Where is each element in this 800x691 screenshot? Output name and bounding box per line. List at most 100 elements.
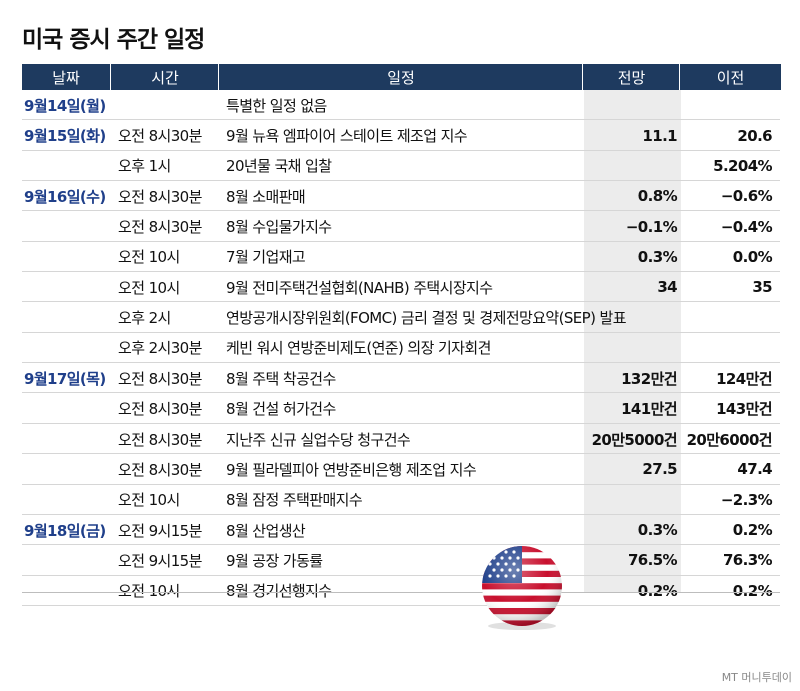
date-cell <box>22 211 110 241</box>
event-cell: 8월 경기선행지수 <box>226 582 332 601</box>
table-row: 오전 8시30분 9월 필라델피아 연방준비은행 제조업 지수 27.5 47.4 <box>22 454 780 485</box>
forecast-cell <box>584 151 677 181</box>
table-row: 9월16일(수) 오전 8시30분 8월 소매판매 0.8% −0.6% <box>22 181 780 212</box>
event-cell: 연방공개시장위원회(FOMC) 금리 결정 및 경제전망요약(SEP) 발표 <box>226 309 627 328</box>
time-cell: 오전 9시15분 <box>118 551 202 570</box>
time-cell: 오후 1시 <box>118 157 171 176</box>
table-row: 9월18일(금) 오전 9시15분 8월 산업생산 0.3% 0.2% <box>22 515 780 546</box>
table-bottom-line <box>22 592 780 593</box>
date-cell <box>22 454 110 484</box>
time-cell: 오후 2시30분 <box>118 339 202 358</box>
table-row: 오전 8시30분 8월 수입물가지수 −0.1% −0.4% <box>22 211 780 242</box>
event-cell: 특별한 일정 없음 <box>226 96 327 115</box>
table-row: 오전 10시 7월 기업재고 0.3% 0.0% <box>22 242 780 273</box>
forecast-cell: 141만건 <box>621 400 678 419</box>
date-cell <box>22 485 110 515</box>
header-previous: 이전 <box>679 64 781 90</box>
date-cell <box>22 394 110 424</box>
previous-cell: 0.2% <box>732 521 773 540</box>
previous-cell: 35 <box>752 278 772 297</box>
time-cell: 오전 10시 <box>118 491 180 510</box>
date-cell <box>22 545 110 575</box>
event-cell: 9월 뉴욕 엠파이어 스테이트 제조업 지수 <box>226 127 468 146</box>
forecast-cell: 0.3% <box>637 247 678 266</box>
watermark: MT 머니투데이 <box>721 671 792 684</box>
forecast-cell: 0.8% <box>637 187 678 206</box>
previous-cell: 0.0% <box>732 247 773 266</box>
event-cell: 20년물 국채 입찰 <box>226 157 332 176</box>
date-cell <box>22 576 110 606</box>
date-cell <box>22 302 110 332</box>
previous-cell <box>679 333 772 363</box>
forecast-cell <box>584 333 677 363</box>
date-cell <box>22 424 110 454</box>
forecast-cell: 11.1 <box>642 126 677 145</box>
previous-cell: 124만건 <box>716 369 773 388</box>
date-cell: 9월16일(수) <box>24 187 106 206</box>
event-cell: 8월 주택 착공건수 <box>226 369 336 388</box>
event-cell: 8월 건설 허가건수 <box>226 400 336 419</box>
time-cell: 오전 10시 <box>118 582 180 601</box>
forecast-cell: 20만5000건 <box>591 430 678 449</box>
table-row: 오전 8시30분 지난주 신규 실업수당 청구건수 20만5000건 20만6000건 <box>22 424 780 455</box>
time-cell: 오전 8시30분 <box>118 400 202 419</box>
table-row: 오전 10시 8월 잠정 주택판매지수 −2.3% <box>22 485 780 515</box>
event-cell: 9월 전미주택건설협회(NAHB) 주택시장지수 <box>226 278 493 297</box>
event-cell: 7월 기업재고 <box>226 248 306 267</box>
previous-cell: 5.204% <box>713 156 772 175</box>
header-time: 시간 <box>110 64 219 90</box>
event-cell: 지난주 신규 실업수당 청구건수 <box>226 430 411 449</box>
previous-cell: 143만건 <box>716 400 773 419</box>
date-cell <box>22 242 110 272</box>
event-cell: 케빈 워시 연방준비제도(연준) 의장 기자회견 <box>226 339 491 358</box>
time-cell: 오전 8시30분 <box>118 430 202 449</box>
previous-cell: 20만6000건 <box>686 430 773 449</box>
time-cell: 오전 10시 <box>118 248 180 267</box>
forecast-cell: 27.5 <box>642 460 677 479</box>
previous-cell: −2.3% <box>720 490 773 509</box>
event-cell: 8월 산업생산 <box>226 521 306 540</box>
page-title: 미국 증시 주간 일정 <box>22 27 205 53</box>
table-row: 오전 8시30분 8월 건설 허가건수 141만건 143만건 <box>22 394 780 424</box>
time-cell: 오전 8시30분 <box>118 369 202 388</box>
table-row: 9월15일(화) 오전 8시30분 9월 뉴욕 엠파이어 스테이트 제조업 지수 11… <box>22 120 780 151</box>
previous-cell: −0.4% <box>720 217 773 236</box>
table-row: 오전 10시 8월 경기선행지수 0.2% 0.2% <box>22 576 780 606</box>
date-cell: 9월18일(금) <box>24 521 106 540</box>
time-cell: 오후 2시 <box>118 309 171 328</box>
date-cell: 9월15일(화) <box>24 127 106 146</box>
forecast-cell: 76.5% <box>627 551 678 570</box>
previous-cell: 0.2% <box>732 581 773 600</box>
previous-cell: −0.6% <box>720 187 773 206</box>
date-cell <box>22 333 110 363</box>
previous-cell: 76.3% <box>722 551 773 570</box>
header-date: 날짜 <box>22 64 110 90</box>
time-cell: 오전 8시30분 <box>118 218 202 237</box>
forecast-cell: 0.2% <box>637 581 678 600</box>
previous-cell <box>679 302 772 332</box>
event-cell: 8월 소매판매 <box>226 187 306 206</box>
date-cell: 9월14일(월) <box>24 96 106 115</box>
us-flag-icon <box>482 546 562 630</box>
table-row: 오후 2시 연방공개시장위원회(FOMC) 금리 결정 및 경제전망요약(SEP)… <box>22 302 780 333</box>
forecast-cell: 0.3% <box>637 521 678 540</box>
event-cell: 9월 필라델피아 연방준비은행 제조업 지수 <box>226 460 477 479</box>
table-row: 오후 1시 20년물 국채 입찰 5.204% <box>22 151 780 182</box>
table-row: 9월14일(월) 특별한 일정 없음 <box>22 90 780 121</box>
date-cell: 9월17일(목) <box>24 369 106 388</box>
date-cell <box>22 272 110 302</box>
forecast-column-shade <box>584 90 681 593</box>
time-cell: 오전 9시15분 <box>118 521 202 540</box>
forecast-cell: 132만건 <box>621 369 678 388</box>
previous-cell: 47.4 <box>737 460 772 479</box>
forecast-cell: −0.1% <box>625 217 678 236</box>
event-cell: 8월 잠정 주택판매지수 <box>226 491 363 510</box>
event-cell: 9월 공장 가동률 <box>226 551 323 570</box>
header-event: 일정 <box>218 64 583 90</box>
previous-cell: 20.6 <box>737 126 772 145</box>
time-cell <box>114 90 228 120</box>
header-forecast: 전망 <box>582 64 680 90</box>
forecast-cell: 34 <box>657 278 677 297</box>
table-row: 오전 9시15분 9월 공장 가동률 76.5% 76.3% <box>22 545 780 576</box>
forecast-cell <box>584 485 677 515</box>
